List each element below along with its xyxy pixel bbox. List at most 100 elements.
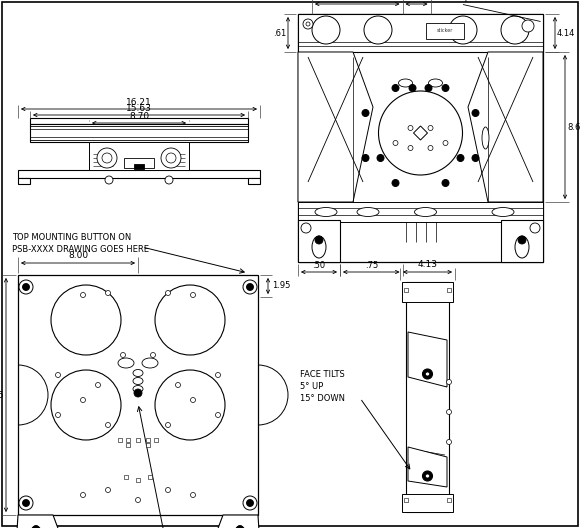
Circle shape xyxy=(301,223,311,233)
Ellipse shape xyxy=(515,236,529,258)
Ellipse shape xyxy=(133,378,143,384)
Circle shape xyxy=(428,146,433,150)
Polygon shape xyxy=(298,52,373,202)
Circle shape xyxy=(165,487,171,493)
Circle shape xyxy=(428,126,433,130)
Circle shape xyxy=(409,84,416,91)
Circle shape xyxy=(166,153,176,163)
Circle shape xyxy=(136,497,140,503)
Circle shape xyxy=(155,285,225,355)
Bar xyxy=(146,443,150,447)
Text: 5.56: 5.56 xyxy=(347,0,367,1)
Circle shape xyxy=(246,284,253,290)
Ellipse shape xyxy=(118,358,134,368)
Bar xyxy=(126,438,130,442)
Text: 8.00: 8.00 xyxy=(68,251,88,260)
Bar xyxy=(118,438,122,442)
Circle shape xyxy=(522,20,534,32)
Text: 4.14: 4.14 xyxy=(557,29,575,37)
Circle shape xyxy=(408,126,413,130)
Text: .69: .69 xyxy=(409,0,423,1)
Bar xyxy=(298,14,543,262)
Text: .61: .61 xyxy=(273,29,286,37)
Circle shape xyxy=(425,84,432,91)
Bar xyxy=(89,142,189,170)
Circle shape xyxy=(449,16,477,44)
Text: 1.95: 1.95 xyxy=(272,281,291,290)
Circle shape xyxy=(457,155,464,162)
Bar xyxy=(134,164,144,169)
Circle shape xyxy=(102,153,112,163)
Polygon shape xyxy=(211,515,260,528)
Text: 8.95: 8.95 xyxy=(0,391,4,400)
Ellipse shape xyxy=(133,370,143,376)
Bar xyxy=(501,220,543,262)
Circle shape xyxy=(32,525,39,528)
Bar xyxy=(298,220,340,262)
Circle shape xyxy=(19,496,33,510)
Bar xyxy=(426,23,463,39)
Circle shape xyxy=(23,499,30,506)
Text: FACE TILTS
5° UP
15° DOWN: FACE TILTS 5° UP 15° DOWN xyxy=(300,370,345,402)
Circle shape xyxy=(106,290,111,296)
Circle shape xyxy=(379,91,462,175)
Circle shape xyxy=(447,439,451,445)
Ellipse shape xyxy=(30,526,42,528)
Bar xyxy=(404,288,408,292)
Circle shape xyxy=(442,84,449,91)
Bar xyxy=(402,282,453,302)
Bar xyxy=(30,118,248,124)
Ellipse shape xyxy=(357,208,379,216)
Text: 8.70: 8.70 xyxy=(129,112,149,121)
Circle shape xyxy=(81,293,85,297)
Bar xyxy=(406,282,449,512)
Text: 8.63: 8.63 xyxy=(567,122,580,131)
Circle shape xyxy=(106,487,111,493)
Circle shape xyxy=(190,398,195,402)
Bar xyxy=(154,438,158,442)
Polygon shape xyxy=(408,332,447,387)
Circle shape xyxy=(392,84,399,91)
Circle shape xyxy=(134,389,142,397)
Circle shape xyxy=(121,353,125,357)
Ellipse shape xyxy=(312,236,326,258)
Bar xyxy=(447,498,451,502)
Ellipse shape xyxy=(315,208,337,216)
Circle shape xyxy=(96,382,100,388)
Circle shape xyxy=(518,236,526,244)
Bar xyxy=(124,158,154,168)
Circle shape xyxy=(362,155,369,162)
Text: 4.13: 4.13 xyxy=(418,260,437,269)
Circle shape xyxy=(303,19,313,29)
Bar xyxy=(298,202,543,222)
Ellipse shape xyxy=(415,208,437,216)
Circle shape xyxy=(472,109,479,117)
Circle shape xyxy=(447,380,451,384)
Circle shape xyxy=(216,412,220,418)
Circle shape xyxy=(530,223,540,233)
Bar xyxy=(146,438,150,442)
Bar xyxy=(136,438,140,442)
Bar xyxy=(402,494,453,512)
Circle shape xyxy=(315,236,323,244)
Bar xyxy=(18,178,30,184)
Circle shape xyxy=(393,140,398,146)
Text: TOP MOUNTING BUTTON ON
PSB-XXXX DRAWING GOES HERE: TOP MOUNTING BUTTON ON PSB-XXXX DRAWING … xyxy=(12,233,149,254)
Polygon shape xyxy=(16,515,65,528)
Ellipse shape xyxy=(133,385,143,392)
Circle shape xyxy=(165,422,171,428)
Bar xyxy=(447,288,451,292)
Bar xyxy=(18,170,260,178)
Bar xyxy=(298,14,543,52)
Circle shape xyxy=(362,109,369,117)
Ellipse shape xyxy=(429,79,443,87)
Circle shape xyxy=(243,280,257,294)
Bar xyxy=(124,475,128,479)
Circle shape xyxy=(426,372,430,376)
Bar xyxy=(404,498,408,502)
Circle shape xyxy=(243,496,257,510)
Circle shape xyxy=(165,290,171,296)
Circle shape xyxy=(51,285,121,355)
Text: 16.21: 16.21 xyxy=(126,98,152,107)
Circle shape xyxy=(165,176,173,184)
